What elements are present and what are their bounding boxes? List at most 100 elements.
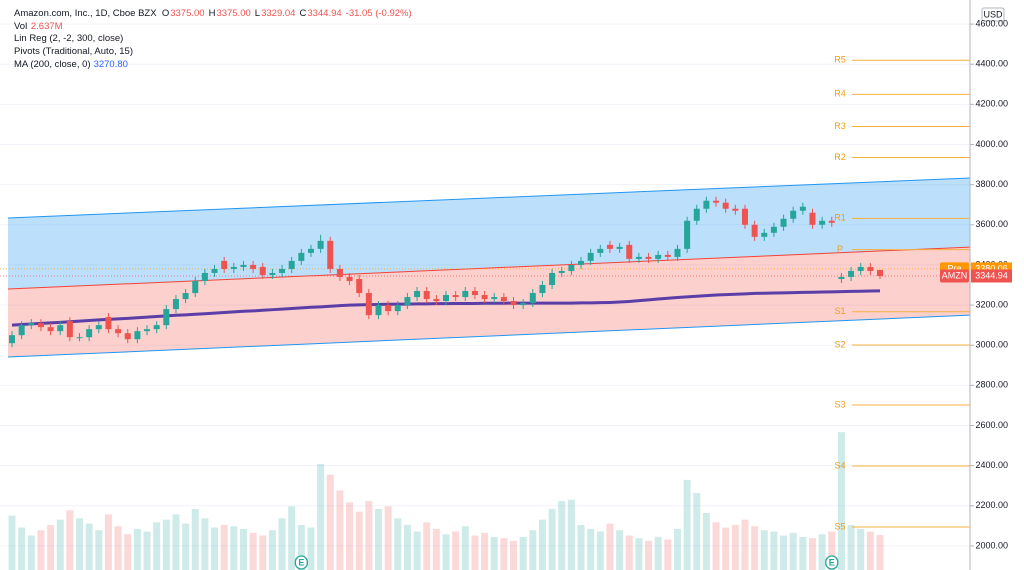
candle-body — [568, 264, 575, 271]
legend: Amazon.com, Inc., 1D, Cboe BZX O3375.00 H… — [14, 8, 416, 72]
price-tag: 3344.94 — [975, 270, 1008, 280]
candle-body — [780, 218, 787, 227]
candle-body — [761, 232, 768, 237]
legend-row: MA (200, close, 0) 3270.80 — [14, 59, 416, 72]
channel-upper-fill — [8, 178, 970, 290]
volume-bar — [191, 509, 199, 570]
y-tick-label: 3000.00 — [975, 340, 1008, 350]
volume-bar — [683, 479, 691, 570]
ohlc-value: 3375.00 — [170, 8, 205, 19]
change: -31.05 (-0.92%) — [345, 8, 412, 19]
volume-bar — [104, 514, 112, 570]
candle-body — [172, 299, 179, 310]
volume-bar — [722, 527, 730, 570]
candle-body — [356, 278, 363, 294]
candle-body — [616, 246, 623, 249]
volume-bar — [510, 540, 518, 570]
volume-bar — [355, 511, 363, 570]
price-tag-name: Pre — [947, 263, 961, 273]
volume-bar — [731, 524, 739, 570]
candle-body — [587, 252, 594, 261]
volume-bar — [66, 510, 74, 570]
volume-bar — [201, 518, 209, 570]
candle-body — [414, 291, 421, 298]
pivot-label: S5 — [834, 521, 845, 531]
candle-body — [269, 272, 276, 275]
volume-bar — [876, 535, 884, 570]
candle-body — [221, 260, 228, 269]
volume-bar — [500, 538, 508, 570]
candle-body — [549, 272, 556, 285]
candle-body — [751, 224, 758, 237]
volume-bar — [567, 499, 575, 570]
candle-body — [28, 323, 35, 326]
volume-bar — [288, 506, 296, 570]
ohlc-value: 3375.00 — [216, 8, 251, 19]
volume-layer — [8, 432, 884, 570]
volume-bar — [114, 526, 122, 570]
candle-body — [298, 252, 305, 261]
candle-body — [848, 270, 855, 277]
candle-body — [703, 200, 710, 209]
volume-bar — [143, 531, 151, 570]
candle-body — [153, 325, 160, 330]
candle-body — [626, 244, 633, 259]
volume-bar — [857, 528, 865, 570]
candle-body — [423, 291, 430, 300]
volume-bar — [702, 513, 710, 570]
y-tick-label: 4000.00 — [975, 139, 1008, 149]
pivot-label: S4 — [834, 460, 845, 470]
candle-body — [307, 248, 314, 253]
candle-body — [655, 254, 662, 259]
candle-body — [443, 295, 449, 302]
candle-body — [606, 244, 613, 249]
volume-bar — [47, 524, 55, 570]
candle-body — [597, 248, 604, 253]
candle-body — [809, 212, 816, 225]
candle-body — [182, 293, 189, 300]
volume-bar — [529, 530, 537, 570]
candle-body — [877, 269, 883, 276]
candle-body — [385, 305, 392, 312]
volume-bar — [326, 474, 334, 570]
volume-bar — [239, 528, 247, 570]
earnings-label: E — [829, 557, 835, 567]
candle-body — [37, 323, 44, 328]
volume-bar — [95, 530, 103, 570]
candle-body — [558, 270, 565, 273]
candle-body — [57, 325, 64, 332]
volume-bar — [27, 535, 35, 570]
volume-bar — [760, 530, 768, 570]
volume-bar — [18, 527, 26, 570]
candle-body — [336, 268, 343, 277]
volume-bar — [76, 518, 84, 570]
candle-body — [693, 208, 700, 221]
indicator: Pivots (Traditional, Auto, 15) — [14, 46, 133, 58]
y-tick-label: 3200.00 — [975, 299, 1008, 309]
volume-label: Vol — [14, 20, 28, 32]
volume-bar — [182, 523, 190, 570]
volume-bar — [847, 524, 855, 570]
candle-body — [520, 303, 527, 306]
volume-bar — [162, 519, 170, 570]
candle-body — [539, 285, 546, 294]
volume-bar — [413, 531, 421, 570]
volume-bar — [8, 515, 16, 570]
pivots: R5 R4 R3 R2 R1 P S1 S2 S3 S4 S5 — [834, 55, 970, 531]
volume-bar — [461, 526, 469, 570]
candle-body — [317, 240, 324, 249]
volume-bar — [818, 534, 826, 570]
lin-reg-upper — [7, 177, 971, 219]
candle-body — [288, 260, 295, 269]
volume-bar — [346, 502, 354, 570]
ohlc-key: L — [254, 8, 261, 19]
volume-bar — [153, 522, 161, 570]
candle-body — [674, 248, 681, 257]
candle-body — [365, 293, 372, 316]
legend-row: Amazon.com, Inc., 1D, Cboe BZX O3375.00 H… — [14, 8, 416, 21]
candle-body — [9, 335, 15, 344]
ohlc-key: H — [208, 8, 216, 19]
volume-bar — [751, 526, 759, 570]
candle-body — [230, 266, 237, 269]
